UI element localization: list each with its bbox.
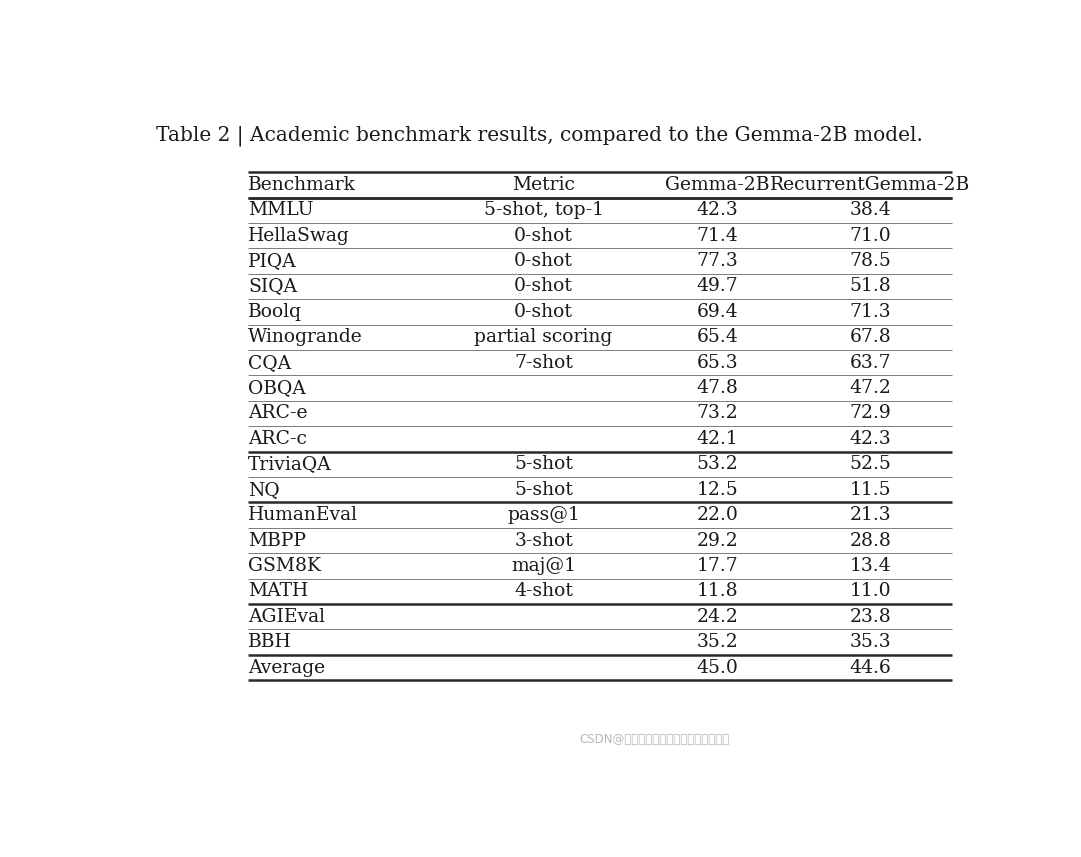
Text: 0-shot: 0-shot [515, 303, 573, 321]
Text: 28.8: 28.8 [850, 531, 891, 549]
Text: HumanEval: HumanEval [249, 506, 358, 524]
Text: 47.8: 47.8 [696, 379, 738, 397]
Text: 0-shot: 0-shot [515, 226, 573, 244]
Text: CQA: CQA [249, 354, 292, 372]
Text: SIQA: SIQA [249, 278, 297, 296]
Text: maj@1: maj@1 [511, 557, 576, 575]
Text: 71.0: 71.0 [850, 226, 891, 244]
Text: 35.3: 35.3 [850, 633, 891, 651]
Text: 71.3: 71.3 [850, 303, 891, 321]
Text: 77.3: 77.3 [696, 252, 738, 270]
Text: 63.7: 63.7 [850, 354, 891, 372]
Text: 24.2: 24.2 [696, 608, 738, 626]
Text: GSM8K: GSM8K [249, 557, 321, 575]
Text: Gemma-2B: Gemma-2B [665, 176, 770, 194]
Text: 29.2: 29.2 [696, 531, 738, 549]
Text: 69.4: 69.4 [696, 303, 738, 321]
Text: 49.7: 49.7 [696, 278, 738, 296]
Text: 4-shot: 4-shot [515, 582, 573, 600]
Text: 17.7: 17.7 [696, 557, 738, 575]
Text: Average: Average [249, 658, 325, 676]
Text: 3-shot: 3-shot [515, 531, 573, 549]
Text: 0-shot: 0-shot [515, 278, 573, 296]
Text: 65.3: 65.3 [696, 354, 738, 372]
Text: 11.0: 11.0 [850, 582, 891, 600]
Text: 73.2: 73.2 [696, 405, 738, 423]
Text: 42.1: 42.1 [696, 430, 738, 448]
Text: AGIEval: AGIEval [249, 608, 325, 626]
Text: 5-shot: 5-shot [515, 455, 573, 473]
Text: 7-shot: 7-shot [515, 354, 573, 372]
Text: Winogrande: Winogrande [249, 328, 363, 346]
Text: 72.9: 72.9 [850, 405, 891, 423]
Text: MBPP: MBPP [249, 531, 306, 549]
Text: RecurrentGemma-2B: RecurrentGemma-2B [770, 176, 971, 194]
Text: 52.5: 52.5 [850, 455, 891, 473]
Text: 5-shot: 5-shot [515, 481, 573, 499]
Text: Boolq: Boolq [249, 303, 303, 321]
Text: 44.6: 44.6 [850, 658, 891, 676]
Text: 42.3: 42.3 [850, 430, 891, 448]
Text: MMLU: MMLU [249, 201, 313, 219]
Text: 21.3: 21.3 [850, 506, 891, 524]
Text: MATH: MATH [249, 582, 308, 600]
Text: 51.8: 51.8 [850, 278, 891, 296]
Text: 22.0: 22.0 [696, 506, 738, 524]
Text: 53.2: 53.2 [696, 455, 738, 473]
Text: HellaSwag: HellaSwag [249, 226, 350, 244]
Text: PIQA: PIQA [249, 252, 297, 270]
Text: 13.4: 13.4 [850, 557, 891, 575]
Text: 38.4: 38.4 [850, 201, 891, 219]
Text: BBH: BBH [249, 633, 292, 651]
Text: NQ: NQ [249, 481, 280, 499]
Text: Table 2 | Academic benchmark results, compared to the Gemma-2B model.: Table 2 | Academic benchmark results, co… [156, 126, 923, 147]
Text: 71.4: 71.4 [696, 226, 738, 244]
Text: 67.8: 67.8 [850, 328, 891, 346]
Text: OBQA: OBQA [249, 379, 306, 397]
Text: 5-shot, top-1: 5-shot, top-1 [483, 201, 603, 219]
Text: Metric: Metric [512, 176, 575, 194]
Text: 0-shot: 0-shot [515, 252, 573, 270]
Text: pass@1: pass@1 [507, 506, 580, 524]
Text: Benchmark: Benchmark [249, 176, 356, 194]
Text: 65.4: 65.4 [696, 328, 738, 346]
Text: 42.3: 42.3 [696, 201, 738, 219]
Text: 35.2: 35.2 [696, 633, 738, 651]
Text: partial scoring: partial scoring [475, 328, 613, 346]
Text: 78.5: 78.5 [850, 252, 891, 270]
Text: TriviaQA: TriviaQA [249, 455, 332, 473]
Text: 11.5: 11.5 [850, 481, 891, 499]
Text: CSDN@人工智能大模型讲师培训咏询叶梓: CSDN@人工智能大模型讲师培训咏询叶梓 [579, 733, 730, 746]
Text: 23.8: 23.8 [850, 608, 891, 626]
Text: ARC-e: ARC-e [249, 405, 308, 423]
Text: 12.5: 12.5 [696, 481, 738, 499]
Text: ARC-c: ARC-c [249, 430, 307, 448]
Text: 11.8: 11.8 [696, 582, 738, 600]
Text: 47.2: 47.2 [850, 379, 891, 397]
Text: 45.0: 45.0 [696, 658, 738, 676]
